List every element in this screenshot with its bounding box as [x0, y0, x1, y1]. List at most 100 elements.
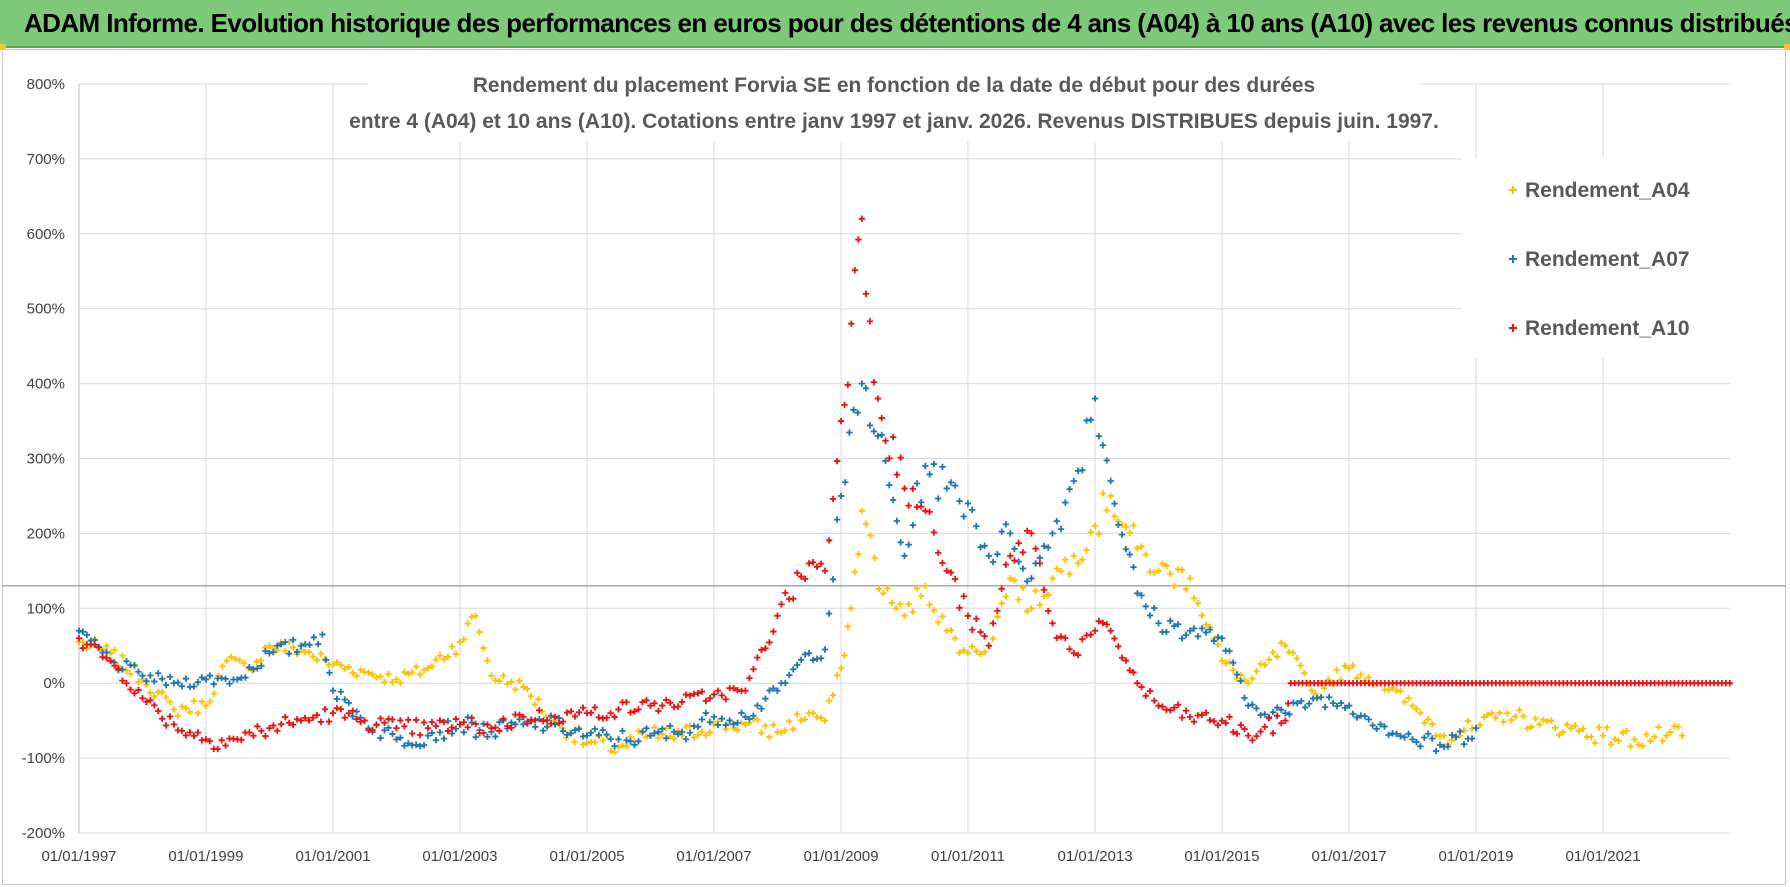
point-rendement-a10 [444, 727, 452, 735]
point-rendement-a10 [1468, 680, 1476, 687]
point-rendement-a04 [968, 643, 976, 650]
point-rendement-a04 [440, 656, 448, 663]
point-rendement-a07 [893, 517, 901, 525]
point-rendement-a07 [314, 640, 322, 648]
point-rendement-a07 [702, 709, 710, 717]
point-rendement-a10 [317, 718, 325, 726]
point-rendement-a04 [232, 655, 239, 663]
point-rendement-a04 [934, 619, 942, 626]
y-tick-label: -100% [22, 750, 65, 767]
point-rendement-a04 [1011, 577, 1018, 584]
point-rendement-a07 [1361, 713, 1368, 720]
point-rendement-a04 [223, 657, 230, 664]
point-rendement-a04 [981, 648, 988, 656]
point-rendement-a10 [635, 706, 642, 713]
point-rendement-a07 [714, 721, 722, 729]
point-rendement-a07 [825, 610, 833, 617]
point-rendement-a07 [139, 672, 146, 679]
point-rendement-a10 [1341, 680, 1349, 687]
point-rendement-a07 [1341, 704, 1349, 711]
point-rendement-a07 [222, 675, 229, 683]
point-rendement-a07 [678, 728, 686, 736]
point-rendement-a04 [973, 647, 980, 655]
point-rendement-a10 [194, 729, 202, 736]
point-rendement-a04 [793, 711, 801, 718]
point-rendement-a04 [1111, 513, 1118, 520]
point-rendement-a04 [151, 693, 158, 700]
point-rendement-a10 [977, 628, 984, 636]
point-rendement-a07 [131, 662, 138, 669]
point-rendement-a04 [905, 600, 912, 608]
point-rendement-a10 [666, 699, 674, 707]
point-rendement-a10 [579, 704, 587, 711]
point-rendement-a04 [1508, 717, 1515, 724]
point-rendement-a04 [1571, 722, 1579, 729]
point-rendement-a10 [893, 471, 901, 478]
point-rendement-a10 [278, 720, 285, 728]
point-rendement-a10 [651, 700, 658, 707]
point-rendement-a10 [848, 320, 855, 327]
y-tick-label: 400% [27, 376, 65, 393]
point-rendement-a10 [825, 537, 833, 544]
point-rendement-a07 [448, 730, 456, 737]
point-rendement-a04 [960, 647, 967, 654]
point-rendement-a10 [1282, 717, 1289, 724]
point-rendement-a07 [850, 406, 857, 414]
point-rendement-a04 [1049, 575, 1056, 582]
point-rendement-a10 [551, 713, 559, 721]
point-rendement-a07 [1417, 743, 1424, 750]
point-rendement-a07 [452, 725, 460, 732]
point-rendement-a07 [943, 485, 950, 492]
point-rendement-a10 [851, 266, 859, 274]
point-rendement-a04 [897, 600, 904, 608]
point-rendement-a04 [1126, 529, 1133, 537]
point-rendement-a07 [405, 740, 412, 747]
point-rendement-a10 [1115, 643, 1122, 650]
point-rendement-a04 [1261, 661, 1268, 669]
point-rendement-a04 [939, 613, 946, 620]
point-rendement-a10 [309, 714, 317, 721]
point-rendement-a07 [1302, 704, 1309, 711]
point-rendement-a10 [405, 716, 412, 723]
point-rendement-a04 [1099, 490, 1107, 497]
point-rendement-a10 [985, 642, 993, 649]
point-rendement-a10 [162, 722, 170, 729]
point-rendement-a04 [1202, 621, 1210, 628]
point-rendement-a04 [1186, 575, 1194, 582]
point-rendement-a10 [532, 716, 539, 724]
x-tick-label: 01/01/2017 [1312, 848, 1387, 865]
point-rendement-a10 [361, 717, 368, 724]
point-rendement-a04 [770, 721, 777, 729]
point-rendement-a10 [1178, 714, 1186, 721]
point-rendement-a07 [994, 551, 1001, 558]
point-rendement-a07 [79, 628, 87, 635]
point-rendement-a04 [1134, 545, 1141, 552]
point-rendement-a04 [365, 669, 372, 676]
point-rendement-a07 [1099, 442, 1107, 449]
point-rendement-a07 [1111, 500, 1118, 507]
point-rendement-a10 [730, 685, 737, 692]
point-rendement-a07 [1194, 633, 1202, 640]
point-rendement-a10 [345, 710, 352, 717]
point-rendement-a07 [1325, 694, 1333, 701]
point-rendement-a10 [119, 677, 126, 684]
point-rendement-a04 [420, 666, 428, 674]
point-rendement-a04 [1627, 743, 1634, 750]
point-rendement-a10 [440, 718, 448, 726]
point-rendement-a10 [821, 567, 829, 575]
point-rendement-a07 [539, 727, 547, 734]
point-rendement-a04 [412, 663, 420, 670]
point-rendement-a07 [1182, 631, 1190, 639]
point-rendement-a04 [1241, 676, 1248, 684]
point-rendement-a10 [866, 318, 874, 325]
point-rendement-a07 [901, 552, 908, 560]
point-rendement-a07 [1053, 517, 1060, 525]
point-rendement-a07 [952, 482, 959, 489]
point-rendement-a07 [310, 634, 318, 641]
point-rendement-a10 [504, 722, 511, 730]
point-rendement-a04 [1563, 721, 1571, 728]
point-rendement-a04 [436, 652, 444, 659]
point-rendement-a04 [1245, 680, 1252, 687]
point-rendement-a04 [1130, 522, 1137, 529]
point-rendement-a10 [1045, 607, 1052, 615]
